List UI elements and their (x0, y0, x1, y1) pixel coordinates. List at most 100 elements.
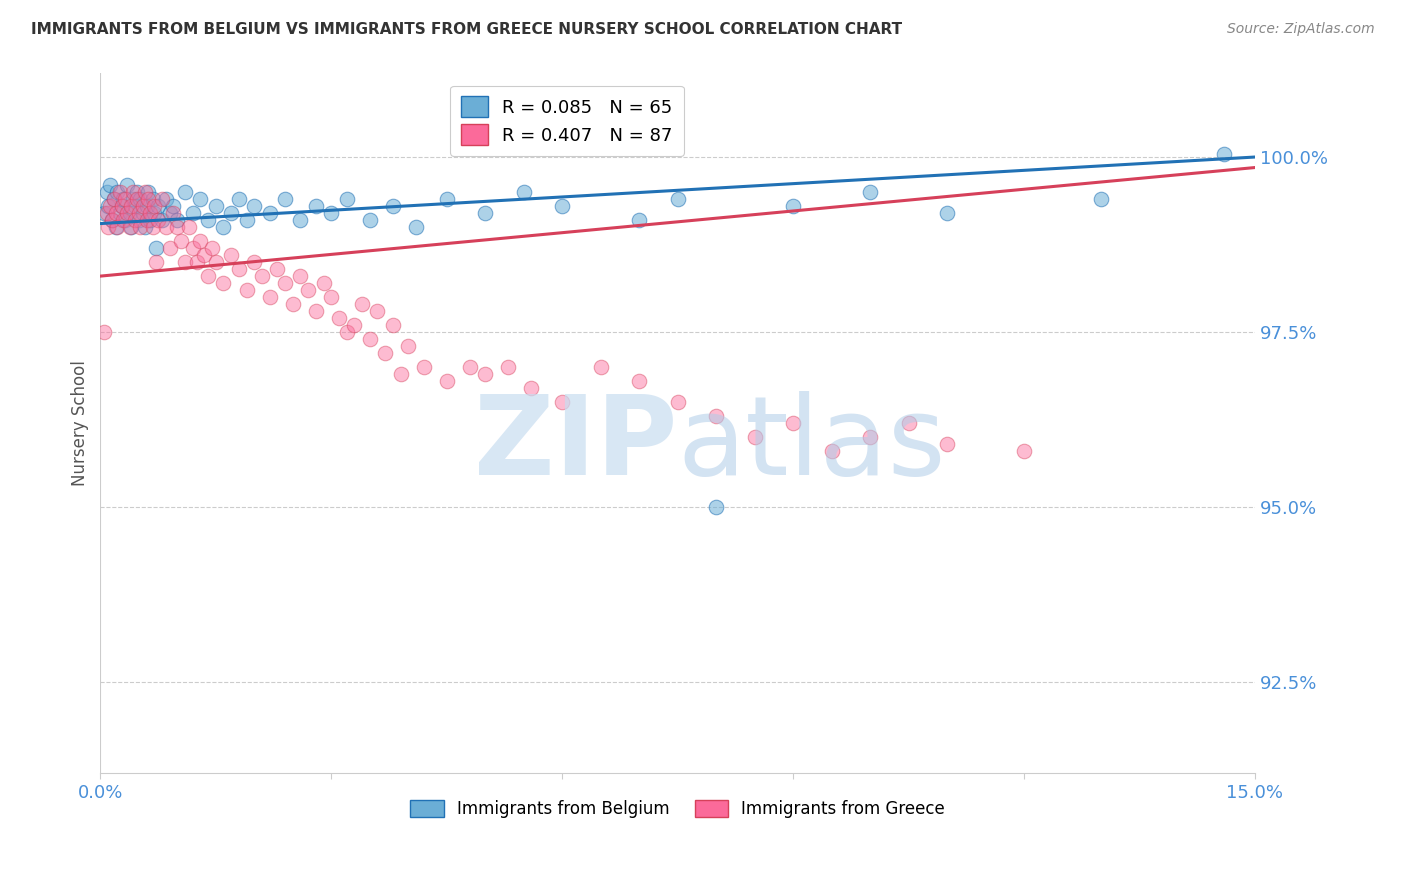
Point (589, 360, 612, 375)
Point (104, 220, 127, 235)
Point (704, 500, 727, 515)
Point (174, 255, 197, 269)
Point (120, 199, 142, 213)
Point (859, 430, 882, 444)
Point (305, 304, 328, 318)
Point (97, 220, 120, 235)
Point (281, 297, 304, 311)
Point (312, 276, 335, 290)
Point (114, 192, 136, 206)
Point (93, 206, 115, 220)
Point (128, 213, 150, 227)
Point (159, 241, 181, 255)
Point (1012, 444, 1035, 458)
Point (97, 199, 120, 213)
Text: atlas: atlas (678, 391, 946, 498)
Point (131, 206, 153, 220)
Point (111, 199, 134, 213)
Point (328, 311, 350, 326)
Point (1090, 192, 1112, 206)
Point (290, 213, 312, 227)
Point (350, 297, 373, 311)
Point (134, 185, 156, 199)
Point (150, 213, 173, 227)
Point (162, 206, 184, 220)
Point (143, 206, 166, 220)
Point (143, 199, 166, 213)
Point (129, 220, 152, 235)
Point (150, 192, 173, 206)
Point (381, 318, 404, 333)
Point (782, 416, 804, 430)
Point (128, 206, 150, 220)
Point (93, 325, 115, 339)
Point (436, 192, 458, 206)
Text: Source: ZipAtlas.com: Source: ZipAtlas.com (1227, 22, 1375, 37)
Legend: Immigrants from Belgium, Immigrants from Greece: Immigrants from Belgium, Immigrants from… (404, 793, 952, 824)
Point (108, 206, 131, 220)
Point (117, 178, 139, 192)
Point (145, 241, 167, 255)
Point (181, 241, 204, 255)
Point (142, 192, 165, 206)
Point (259, 206, 281, 220)
Point (111, 199, 134, 213)
Point (259, 290, 281, 304)
Point (112, 213, 135, 227)
Point (359, 332, 381, 346)
Point (142, 220, 165, 235)
Point (297, 283, 319, 297)
Point (162, 199, 184, 213)
Point (666, 395, 689, 409)
Point (336, 192, 359, 206)
Point (381, 199, 404, 213)
Point (305, 199, 328, 213)
Point (628, 213, 651, 227)
Point (321, 290, 343, 304)
Point (131, 199, 153, 213)
Point (212, 276, 235, 290)
Point (98, 199, 121, 213)
Point (243, 199, 266, 213)
Point (551, 395, 574, 409)
Point (166, 220, 188, 235)
Text: IMMIGRANTS FROM BELGIUM VS IMMIGRANTS FROM GREECE NURSERY SCHOOL CORRELATION CHA: IMMIGRANTS FROM BELGIUM VS IMMIGRANTS FR… (31, 22, 903, 37)
Point (336, 325, 359, 339)
Point (628, 374, 651, 388)
Point (136, 192, 159, 206)
Point (243, 255, 266, 269)
Point (104, 206, 127, 220)
Point (145, 255, 167, 269)
Point (290, 269, 312, 284)
Point (96, 185, 118, 199)
Point (197, 269, 219, 284)
Point (118, 206, 141, 220)
Point (135, 213, 157, 227)
Point (136, 185, 159, 199)
Point (204, 199, 226, 213)
Point (266, 262, 288, 277)
Point (101, 213, 124, 227)
Point (170, 234, 193, 248)
Point (124, 213, 146, 227)
Point (103, 192, 125, 206)
Point (897, 416, 920, 430)
Point (859, 185, 882, 199)
Point (1213, 146, 1236, 161)
Point (174, 185, 197, 199)
Point (512, 185, 534, 199)
Point (139, 206, 162, 220)
Point (127, 192, 149, 206)
Point (212, 220, 235, 235)
Point (782, 199, 804, 213)
Point (105, 220, 128, 235)
Point (321, 206, 343, 220)
Point (219, 206, 242, 220)
Point (274, 276, 297, 290)
Point (155, 192, 177, 206)
Point (146, 199, 169, 213)
Point (228, 262, 250, 277)
Point (103, 192, 125, 206)
Point (201, 241, 224, 255)
Point (190, 234, 212, 248)
